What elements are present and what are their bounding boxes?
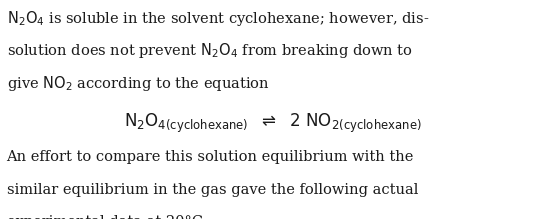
Text: solution does not prevent $\mathrm{N_2O_4}$ from breaking down to: solution does not prevent $\mathrm{N_2O_… — [7, 41, 413, 60]
Text: experimental data at 20°C:: experimental data at 20°C: — [7, 215, 207, 219]
Text: similar equilibrium in the gas gave the following actual: similar equilibrium in the gas gave the … — [7, 183, 418, 197]
Text: An effort to compare this solution equilibrium with the: An effort to compare this solution equil… — [7, 150, 414, 164]
Text: give $\mathrm{NO_2}$ according to the equation: give $\mathrm{NO_2}$ according to the eq… — [7, 74, 269, 93]
Text: $\mathrm{N_2O_{4(cyclohexane)}}$  $\rightleftharpoons$  $\mathrm{2\ NO_{2(cycloh: $\mathrm{N_2O_{4(cyclohexane)}}$ $\right… — [124, 112, 422, 135]
Text: $\mathrm{N_2O_4}$ is soluble in the solvent cyclohexane; however, dis-: $\mathrm{N_2O_4}$ is soluble in the solv… — [7, 9, 429, 28]
